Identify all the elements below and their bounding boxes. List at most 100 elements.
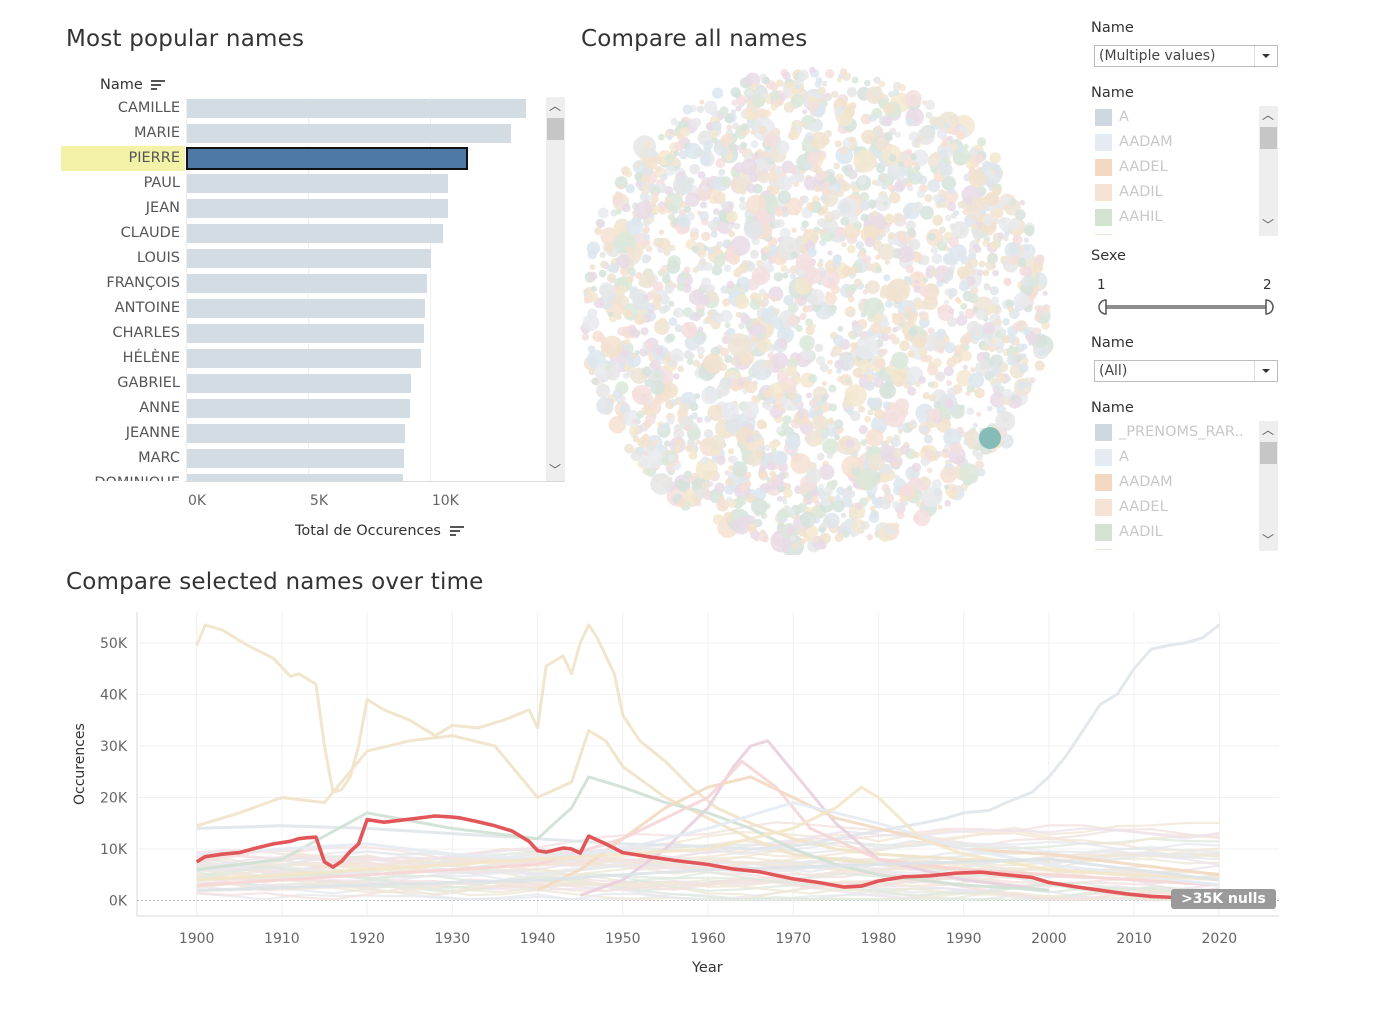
name-bubble[interactable] (716, 383, 731, 397)
name-bubble[interactable] (997, 232, 1005, 240)
name-bubble[interactable] (653, 191, 659, 197)
name-bubble[interactable] (987, 253, 998, 264)
name-bubble[interactable] (727, 333, 752, 358)
name-bubble[interactable] (882, 116, 893, 127)
name-bubble[interactable] (723, 252, 733, 262)
name-bubble[interactable] (626, 352, 642, 368)
name-bubble[interactable] (853, 278, 862, 287)
name-bubble[interactable] (919, 425, 929, 435)
name-bubble[interactable] (1023, 225, 1035, 236)
name-bubble[interactable] (707, 246, 715, 255)
name-bubble[interactable] (927, 467, 933, 474)
slider-max-handle[interactable] (1265, 299, 1274, 315)
name-bubble[interactable] (735, 267, 741, 273)
legend-item[interactable]: AADAM (1095, 132, 1255, 154)
name-bubble[interactable] (819, 526, 826, 533)
name-bubble[interactable] (1022, 328, 1031, 336)
name-bubble[interactable] (653, 156, 662, 165)
name-bubble[interactable] (848, 331, 854, 338)
name-bubble[interactable] (953, 210, 960, 216)
name-bubble[interactable] (956, 314, 968, 326)
name-bubble[interactable] (961, 350, 972, 362)
name-bubble[interactable] (825, 291, 832, 298)
name-bubble[interactable] (792, 542, 799, 549)
name-bubble[interactable] (807, 294, 818, 305)
name-bubble[interactable] (825, 69, 835, 79)
name-bubble[interactable] (710, 178, 720, 188)
timeline-chart[interactable]: 1900 1910 1920 1930 1940 1950 1960 1970 1980 1990… (0, 600, 1391, 945)
name-bubble[interactable] (907, 313, 917, 323)
name-bubble[interactable] (589, 264, 596, 270)
name-bubble[interactable] (718, 210, 728, 220)
name-bubble[interactable] (789, 535, 796, 542)
name-bubble[interactable] (881, 333, 890, 342)
name-bubble[interactable] (646, 194, 653, 201)
chevron-down-icon[interactable] (1254, 46, 1277, 66)
name-bubble[interactable] (847, 409, 854, 416)
name-bubble[interactable] (905, 117, 915, 127)
name-bubble[interactable] (844, 106, 855, 118)
name-bubble[interactable] (846, 501, 853, 508)
name-bubble[interactable] (664, 165, 676, 176)
name-bubble[interactable] (723, 511, 734, 522)
name-bubble[interactable] (705, 284, 716, 294)
bar-label[interactable]: GABRIEL (117, 375, 180, 391)
name-bubble[interactable] (654, 371, 662, 379)
name-bubble[interactable] (995, 411, 1016, 431)
name-bubble[interactable] (829, 304, 837, 313)
name-bubble[interactable] (751, 266, 771, 285)
name-bubble[interactable] (628, 425, 640, 437)
name-bubble[interactable] (944, 299, 949, 305)
name-bubble[interactable] (943, 366, 954, 377)
name-bubble[interactable] (794, 297, 802, 305)
name-bubble[interactable] (807, 151, 820, 164)
name-bubble[interactable] (708, 291, 719, 303)
name-bubble[interactable] (655, 346, 664, 356)
name-bubble[interactable] (770, 103, 778, 111)
name-bubble[interactable] (844, 384, 867, 407)
name-bubble[interactable] (892, 314, 903, 326)
name-bubble[interactable] (695, 264, 702, 271)
name-bubble[interactable] (780, 265, 788, 272)
name-bubble[interactable] (1021, 357, 1029, 365)
name-bubble[interactable] (805, 467, 822, 484)
name-bubble[interactable] (849, 266, 858, 275)
name-bubble[interactable] (911, 462, 922, 473)
name-bubble[interactable] (681, 415, 692, 427)
name-bubble[interactable] (824, 512, 840, 529)
name-bubble[interactable] (769, 470, 777, 478)
name-bubble[interactable] (804, 162, 813, 170)
name-bubble[interactable] (700, 283, 707, 290)
name-bubble[interactable] (685, 192, 700, 208)
name-bubble[interactable] (716, 498, 729, 512)
name-bubble[interactable] (597, 207, 609, 219)
legend1-scrollbar[interactable]: ︿ ﹀ (1259, 106, 1278, 236)
name-bubble[interactable] (891, 351, 909, 369)
name-bubble[interactable] (662, 274, 671, 284)
name-bubble[interactable] (818, 258, 824, 264)
name-bubble[interactable] (724, 152, 733, 162)
name-bubble[interactable] (595, 383, 611, 399)
name-bubble[interactable] (606, 273, 617, 283)
name-bubble[interactable] (879, 382, 896, 400)
name-bubble[interactable] (801, 348, 813, 360)
name-bubble[interactable] (936, 328, 947, 339)
name-bubble[interactable] (928, 394, 936, 402)
name-bubble[interactable] (739, 484, 748, 492)
name-bubble[interactable] (944, 342, 956, 354)
name-bubble[interactable] (671, 283, 677, 289)
name-bubble[interactable] (808, 412, 814, 419)
name-bubble[interactable] (806, 201, 815, 211)
legend-item[interactable]: AADEL (1095, 497, 1255, 519)
name-bubble[interactable] (871, 497, 879, 505)
name-bubble[interactable] (754, 293, 762, 301)
name-bubble[interactable] (599, 251, 606, 258)
name-bubble[interactable] (847, 290, 853, 296)
name-bubble[interactable] (683, 470, 692, 479)
name-bubble[interactable] (954, 455, 965, 466)
name-bubble[interactable] (873, 76, 881, 84)
name-bubble[interactable] (976, 269, 984, 276)
name-bubble[interactable] (898, 174, 905, 181)
name-bubble[interactable] (643, 450, 649, 456)
name-bubble[interactable] (989, 286, 999, 296)
